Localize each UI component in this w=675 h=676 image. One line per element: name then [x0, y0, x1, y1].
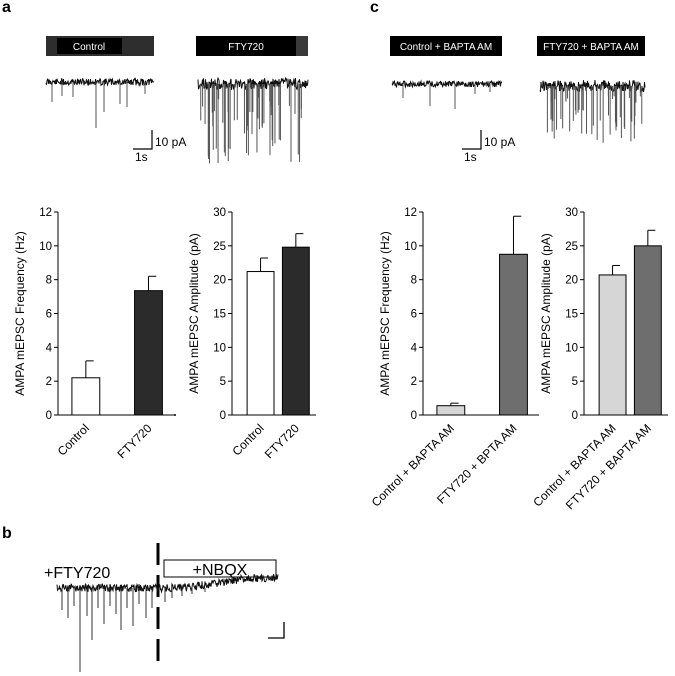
- stray-dot: [174, 414, 176, 416]
- y-tick-label: 0: [46, 410, 52, 422]
- y-tick-label: 8: [46, 275, 52, 287]
- category-label: Control: [55, 421, 92, 458]
- trace-control: [45, 77, 155, 128]
- y-tick-label: 4: [411, 342, 418, 354]
- trace-baseline: [391, 79, 503, 89]
- condition-label-control: Control: [73, 42, 105, 53]
- panel-letter-b: b: [2, 525, 12, 542]
- scale-time-c: 1s: [464, 150, 477, 164]
- trace-fty720: [197, 76, 309, 164]
- panel-letter-a: a: [2, 0, 11, 16]
- y-tick-label: 0: [220, 410, 226, 422]
- bar-fty720: [499, 253, 528, 416]
- y-tick-label: 4: [46, 342, 53, 354]
- trace-baseline: [56, 573, 279, 594]
- y-tick-label: 10: [404, 241, 417, 253]
- trace-control-bapta: [391, 79, 503, 109]
- y-tick-label: 10: [39, 241, 52, 253]
- trace-baseline: [539, 79, 646, 93]
- y-tick-label: 12: [404, 207, 417, 219]
- bar-control: [436, 405, 466, 416]
- bar-chart-a-amplitude: 0 5 10 15 20 25 30 AMPA mEPSC Amplitude (pA) Con…: [187, 207, 316, 461]
- category-label: FTY720: [115, 421, 155, 461]
- scale-time-a: 1s: [135, 150, 148, 164]
- y-tick-label: 6: [411, 309, 417, 321]
- trace-fty720-bapta: [539, 79, 646, 143]
- y-tick-label: 6: [46, 309, 52, 321]
- y-tick-label: 5: [220, 376, 226, 388]
- label-fty720-b: +FTY720: [44, 565, 110, 582]
- condition-label-control-bapta: Control + BAPTA AM: [400, 42, 492, 53]
- condition-label-fty720: FTY720: [228, 42, 264, 53]
- y-tick-label: 10: [213, 342, 226, 354]
- panel-letter-c: c: [370, 0, 379, 16]
- nbqx-box: +NBQX: [163, 559, 277, 579]
- label-nbqx: +NBQX: [193, 562, 248, 579]
- bar-control: [598, 274, 627, 416]
- y-tick-label: 5: [572, 376, 578, 388]
- condition-bar-control: Control: [46, 36, 154, 56]
- scale-amplitude-c: 10 pA: [484, 135, 515, 149]
- y-tick-label: 2: [411, 376, 417, 388]
- trace-baseline: [45, 77, 155, 88]
- y-tick-label: 30: [565, 207, 578, 219]
- condition-bar-control-bapta: Control + BAPTA AM: [390, 36, 502, 56]
- scale-bar-b: [268, 622, 285, 639]
- bar-fty720: [633, 245, 662, 416]
- y-tick-label: 30: [213, 207, 226, 219]
- y-tick-label: 2: [46, 376, 52, 388]
- y-tick-label: 10: [565, 342, 578, 354]
- scale-bar-a: 10 pA 1s: [133, 130, 186, 164]
- category-label: Control: [229, 421, 266, 458]
- y-tick-label: 0: [572, 410, 578, 422]
- y-tick-label: 20: [213, 275, 226, 287]
- y-axis-title: AMPA mEPSC Frequency (Hz): [378, 231, 392, 395]
- y-axis-title: AMPA mEPSC Frequency (Hz): [13, 231, 27, 395]
- category-label: FTY720: [262, 421, 302, 461]
- y-tick-label: 0: [411, 410, 417, 422]
- bar-fty720: [281, 246, 310, 416]
- scale-bar-c: 10 pA 1s: [462, 130, 515, 164]
- condition-bar-fty720: FTY720: [196, 36, 308, 56]
- y-tick-label: 20: [565, 275, 578, 287]
- y-axis-title: AMPA mEPSC Amplitude (pA): [187, 233, 201, 394]
- bar-fty720: [134, 290, 163, 416]
- trace-b: [56, 573, 279, 672]
- y-tick-label: 15: [565, 309, 578, 321]
- bar-control: [71, 377, 101, 416]
- bar-chart-a-frequency: 0 2 4 6 8 10 12 AMPA mEPSC Frequency (Hz) Contro…: [13, 207, 174, 461]
- scale-amplitude-a: 10 pA: [155, 135, 186, 149]
- y-tick-label: 8: [411, 275, 417, 287]
- y-tick-label: 25: [213, 241, 226, 253]
- y-tick-label: 25: [565, 241, 578, 253]
- bar-control: [246, 271, 275, 416]
- y-tick-label: 12: [39, 207, 52, 219]
- condition-label-fty720-bapta: FTY720 + BAPTA AM: [543, 42, 639, 53]
- condition-bar-fty720-bapta: FTY720 + BAPTA AM: [537, 36, 645, 56]
- y-tick-label: 15: [213, 309, 226, 321]
- y-axis-title: AMPA mEPSC Amplitude (pA): [539, 233, 553, 394]
